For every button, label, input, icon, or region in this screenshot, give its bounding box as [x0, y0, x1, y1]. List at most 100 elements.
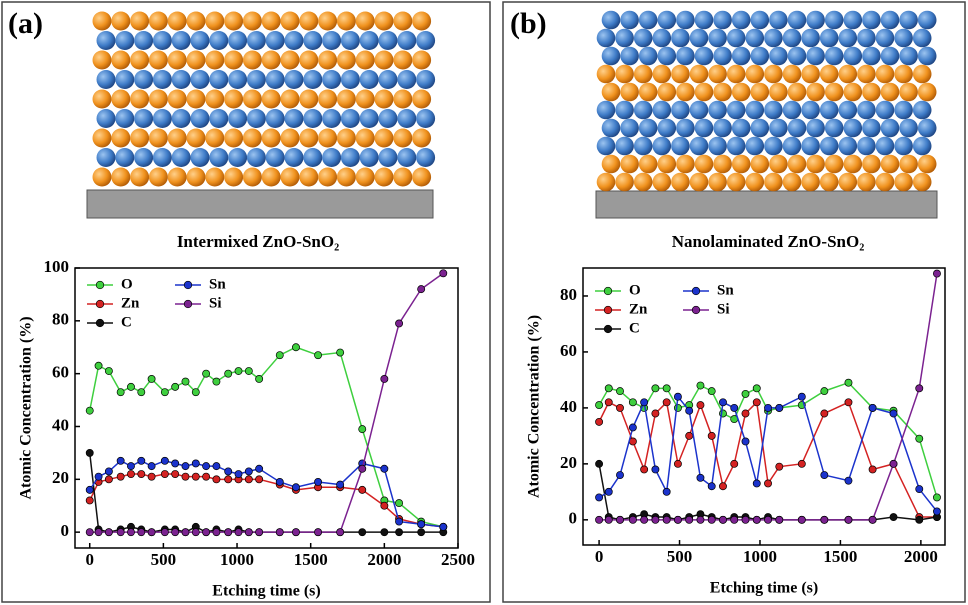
atom — [820, 101, 839, 120]
atom — [375, 12, 394, 31]
atom — [844, 155, 863, 174]
atom — [172, 70, 191, 89]
atom — [397, 109, 416, 128]
atom — [658, 119, 677, 138]
atom — [825, 119, 844, 138]
atom — [820, 173, 839, 192]
x-tick-label: 1500 — [294, 550, 328, 569]
data-point — [359, 486, 366, 493]
atom — [634, 101, 653, 120]
atom — [205, 12, 224, 31]
series-line — [90, 474, 444, 527]
x-tick-label: 1000 — [743, 547, 777, 566]
data-point — [395, 518, 402, 525]
atom — [205, 168, 224, 187]
atom — [375, 51, 394, 70]
atom — [844, 11, 863, 30]
atom — [801, 65, 820, 84]
atom — [93, 90, 112, 109]
legend-marker — [692, 306, 700, 314]
atom — [412, 168, 431, 187]
atom — [825, 83, 844, 102]
data-point — [708, 432, 715, 439]
atom — [597, 101, 616, 120]
atom — [356, 90, 375, 109]
data-point — [225, 476, 232, 483]
data-point — [731, 404, 738, 411]
atom — [746, 29, 765, 48]
atom — [299, 90, 318, 109]
atom — [337, 51, 356, 70]
data-point — [697, 516, 704, 523]
data-point — [148, 529, 155, 536]
atom — [899, 155, 918, 174]
data-point — [235, 470, 242, 477]
atom — [397, 70, 416, 89]
data-point — [616, 516, 623, 523]
atom — [393, 51, 412, 70]
atom — [224, 51, 243, 70]
data-point — [381, 502, 388, 509]
data-point — [359, 529, 366, 536]
atom — [337, 168, 356, 187]
atom — [732, 11, 751, 30]
data-point — [595, 460, 602, 467]
data-point — [359, 426, 366, 433]
atom — [708, 137, 727, 156]
data-point — [764, 516, 771, 523]
atom — [134, 70, 153, 89]
data-point — [674, 516, 681, 523]
data-point — [256, 465, 263, 472]
atom — [727, 101, 746, 120]
atom — [111, 90, 130, 109]
atom — [857, 29, 876, 48]
atom — [602, 119, 621, 138]
atom — [713, 11, 732, 30]
atom — [209, 31, 228, 50]
atom — [713, 155, 732, 174]
atom — [732, 119, 751, 138]
atom — [209, 148, 228, 167]
data-point — [395, 499, 402, 506]
data-point — [105, 367, 112, 374]
data-point — [731, 516, 738, 523]
data-point — [798, 516, 805, 523]
atom — [153, 70, 172, 89]
data-point — [916, 516, 923, 523]
atom — [111, 12, 130, 31]
y-tick-label: 0 — [569, 509, 578, 528]
atom — [397, 148, 416, 167]
atom — [341, 109, 360, 128]
series-line — [599, 402, 937, 517]
data-point — [719, 399, 726, 406]
atom — [187, 90, 206, 109]
atom — [322, 109, 341, 128]
caption: Nanolaminated ZnO-SnO₂ — [672, 232, 865, 251]
atom — [228, 70, 247, 89]
atom — [153, 148, 172, 167]
atom — [751, 155, 770, 174]
atom — [115, 31, 134, 50]
data-point — [697, 382, 704, 389]
atom — [153, 109, 172, 128]
data-point — [148, 375, 155, 382]
x-axis-label: Etching time (s) — [212, 583, 320, 600]
atom — [262, 12, 281, 31]
atom — [708, 29, 727, 48]
atom — [97, 70, 116, 89]
data-point — [213, 476, 220, 483]
data-point — [86, 407, 93, 414]
atom — [172, 31, 191, 50]
atom — [913, 29, 932, 48]
atom — [899, 119, 918, 138]
atom — [191, 148, 210, 167]
y-axis-label: Atomic Concentration (%) — [18, 316, 35, 499]
atom — [412, 129, 431, 148]
data-point — [192, 389, 199, 396]
atom — [416, 31, 435, 50]
data-point — [395, 529, 402, 536]
atom — [658, 83, 677, 102]
atom — [746, 173, 765, 192]
data-point — [127, 470, 134, 477]
atom — [191, 70, 210, 89]
